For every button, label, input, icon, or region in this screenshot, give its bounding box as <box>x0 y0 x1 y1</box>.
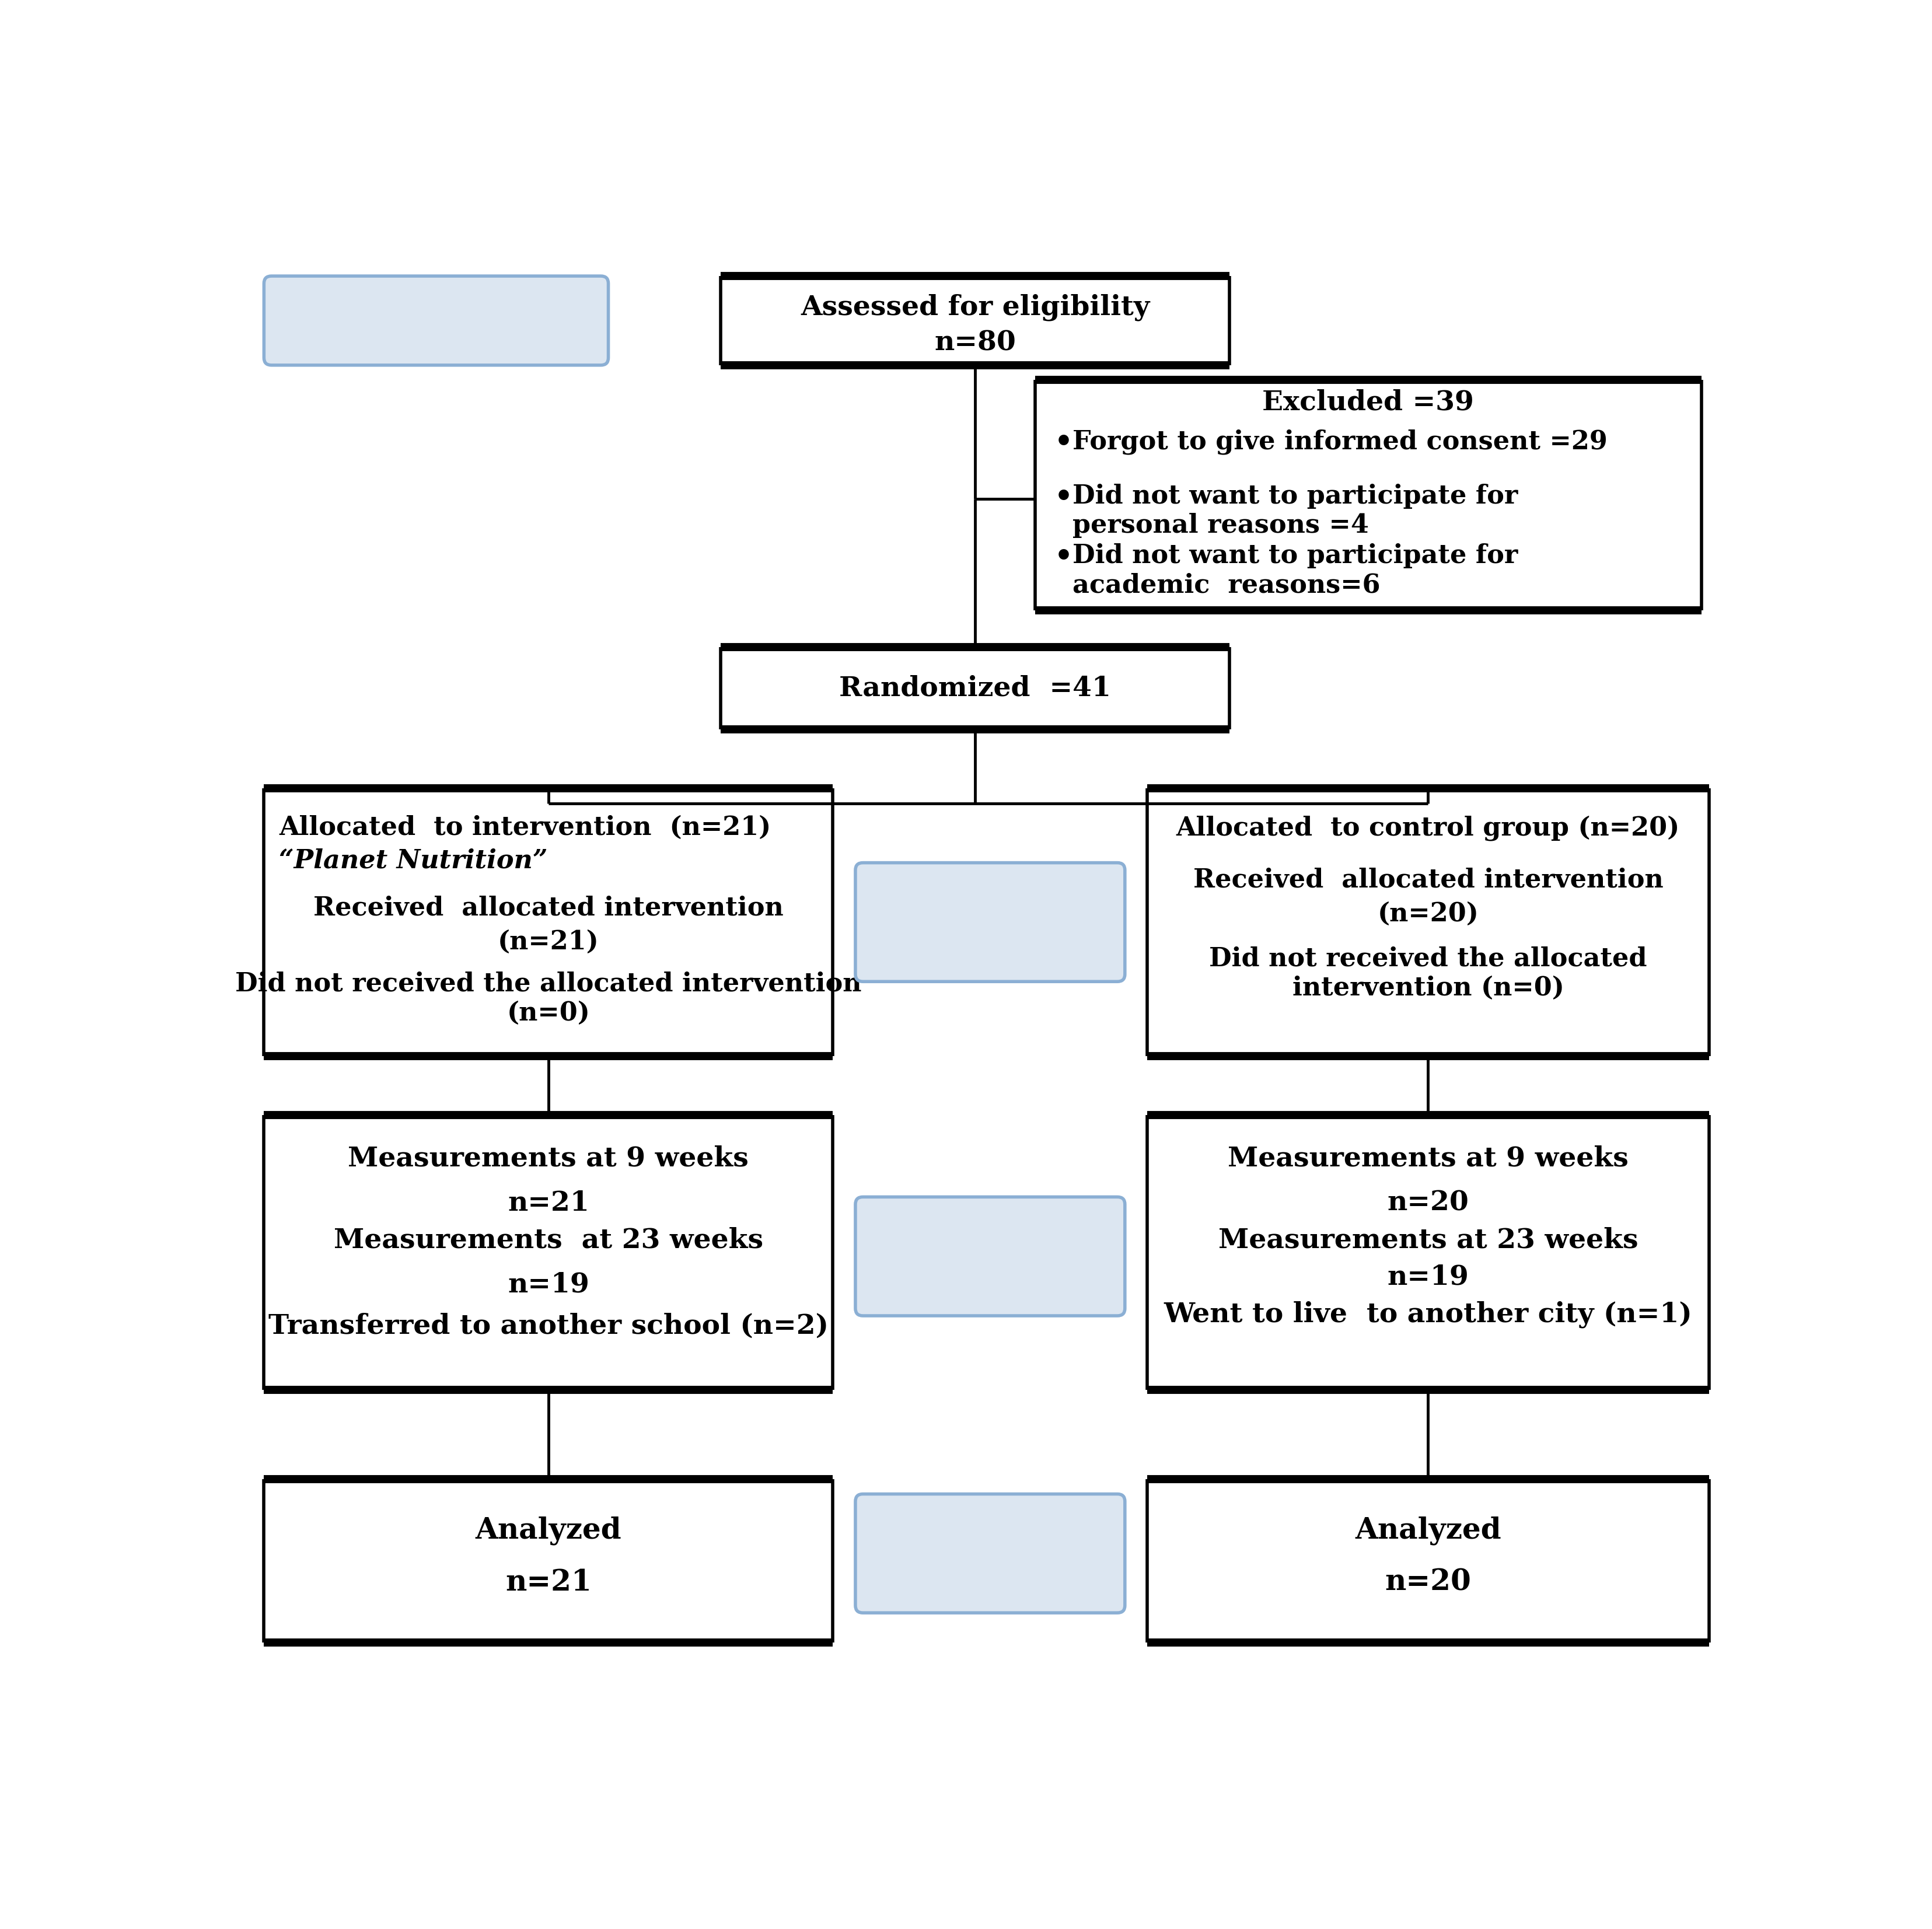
Text: •: • <box>1055 428 1072 457</box>
Text: Allocation: Allocation <box>898 907 1082 937</box>
Text: •: • <box>1055 544 1072 573</box>
Text: n=19: n=19 <box>1387 1263 1468 1291</box>
FancyBboxPatch shape <box>265 276 609 365</box>
Text: Did not received the allocated: Did not received the allocated <box>1209 945 1648 970</box>
Text: Allocated  to control group (n=20): Allocated to control group (n=20) <box>1177 816 1681 841</box>
Bar <box>265 789 833 1055</box>
Text: Measurements at 9 weeks: Measurements at 9 weeks <box>1227 1146 1629 1171</box>
Text: Randomized  =41: Randomized =41 <box>838 675 1111 702</box>
Text: “Planet Nutrition”: “Planet Nutrition” <box>278 849 547 874</box>
Bar <box>265 1115 833 1391</box>
Text: Transferred to another school (n=2): Transferred to another school (n=2) <box>269 1314 829 1339</box>
Text: n=20: n=20 <box>1387 1190 1468 1217</box>
FancyBboxPatch shape <box>856 862 1124 982</box>
Text: n=19: n=19 <box>508 1271 589 1298</box>
Text: Excluded =39: Excluded =39 <box>1262 390 1474 417</box>
Text: •: • <box>1055 484 1072 513</box>
Text: (n=20): (n=20) <box>1378 901 1478 926</box>
Text: Measurements at 9 weeks: Measurements at 9 weeks <box>348 1146 750 1171</box>
Text: Analyzed: Analyzed <box>475 1516 622 1545</box>
Text: Did not want to participate for
academic  reasons=6: Did not want to participate for academic… <box>1072 544 1519 598</box>
Bar <box>1148 1115 1710 1391</box>
Text: Analyzed: Analyzed <box>1354 1516 1501 1545</box>
Text: (n=21): (n=21) <box>498 930 599 955</box>
Text: Follow-Up: Follow-Up <box>900 1240 1080 1273</box>
Bar <box>265 1480 833 1644</box>
Text: Allocated  to intervention  (n=21): Allocated to intervention (n=21) <box>278 816 771 841</box>
Text: Forgot to give informed consent =29: Forgot to give informed consent =29 <box>1072 428 1607 455</box>
Text: Received  allocated intervention: Received allocated intervention <box>313 895 784 920</box>
Text: Assessed for eligibility: Assessed for eligibility <box>800 293 1150 320</box>
Text: n=21: n=21 <box>506 1568 591 1597</box>
Bar <box>1036 380 1702 610</box>
Text: Did not want to participate for
personal reasons =4: Did not want to participate for personal… <box>1072 484 1519 538</box>
Bar <box>721 648 1231 729</box>
Text: Measurements  at 23 weeks: Measurements at 23 weeks <box>334 1227 763 1254</box>
Bar <box>1148 1480 1710 1644</box>
Text: Analysis: Analysis <box>916 1537 1065 1570</box>
Text: n=80: n=80 <box>935 330 1016 357</box>
Text: Received  allocated intervention: Received allocated intervention <box>1194 868 1663 893</box>
FancyBboxPatch shape <box>856 1196 1124 1316</box>
Text: n=20: n=20 <box>1385 1568 1472 1597</box>
Text: Enrolment: Enrolment <box>340 305 533 338</box>
Bar <box>721 276 1231 365</box>
Text: Measurements at 23 weeks: Measurements at 23 weeks <box>1219 1227 1638 1254</box>
Text: Did not received the allocated intervention: Did not received the allocated intervent… <box>236 970 862 995</box>
Text: intervention (n=0): intervention (n=0) <box>1293 976 1565 1001</box>
Bar <box>1148 789 1710 1055</box>
Text: n=21: n=21 <box>508 1190 589 1217</box>
FancyBboxPatch shape <box>856 1493 1124 1613</box>
Text: Went to live  to another city (n=1): Went to live to another city (n=1) <box>1163 1300 1692 1327</box>
Text: (n=0): (n=0) <box>506 1001 589 1026</box>
